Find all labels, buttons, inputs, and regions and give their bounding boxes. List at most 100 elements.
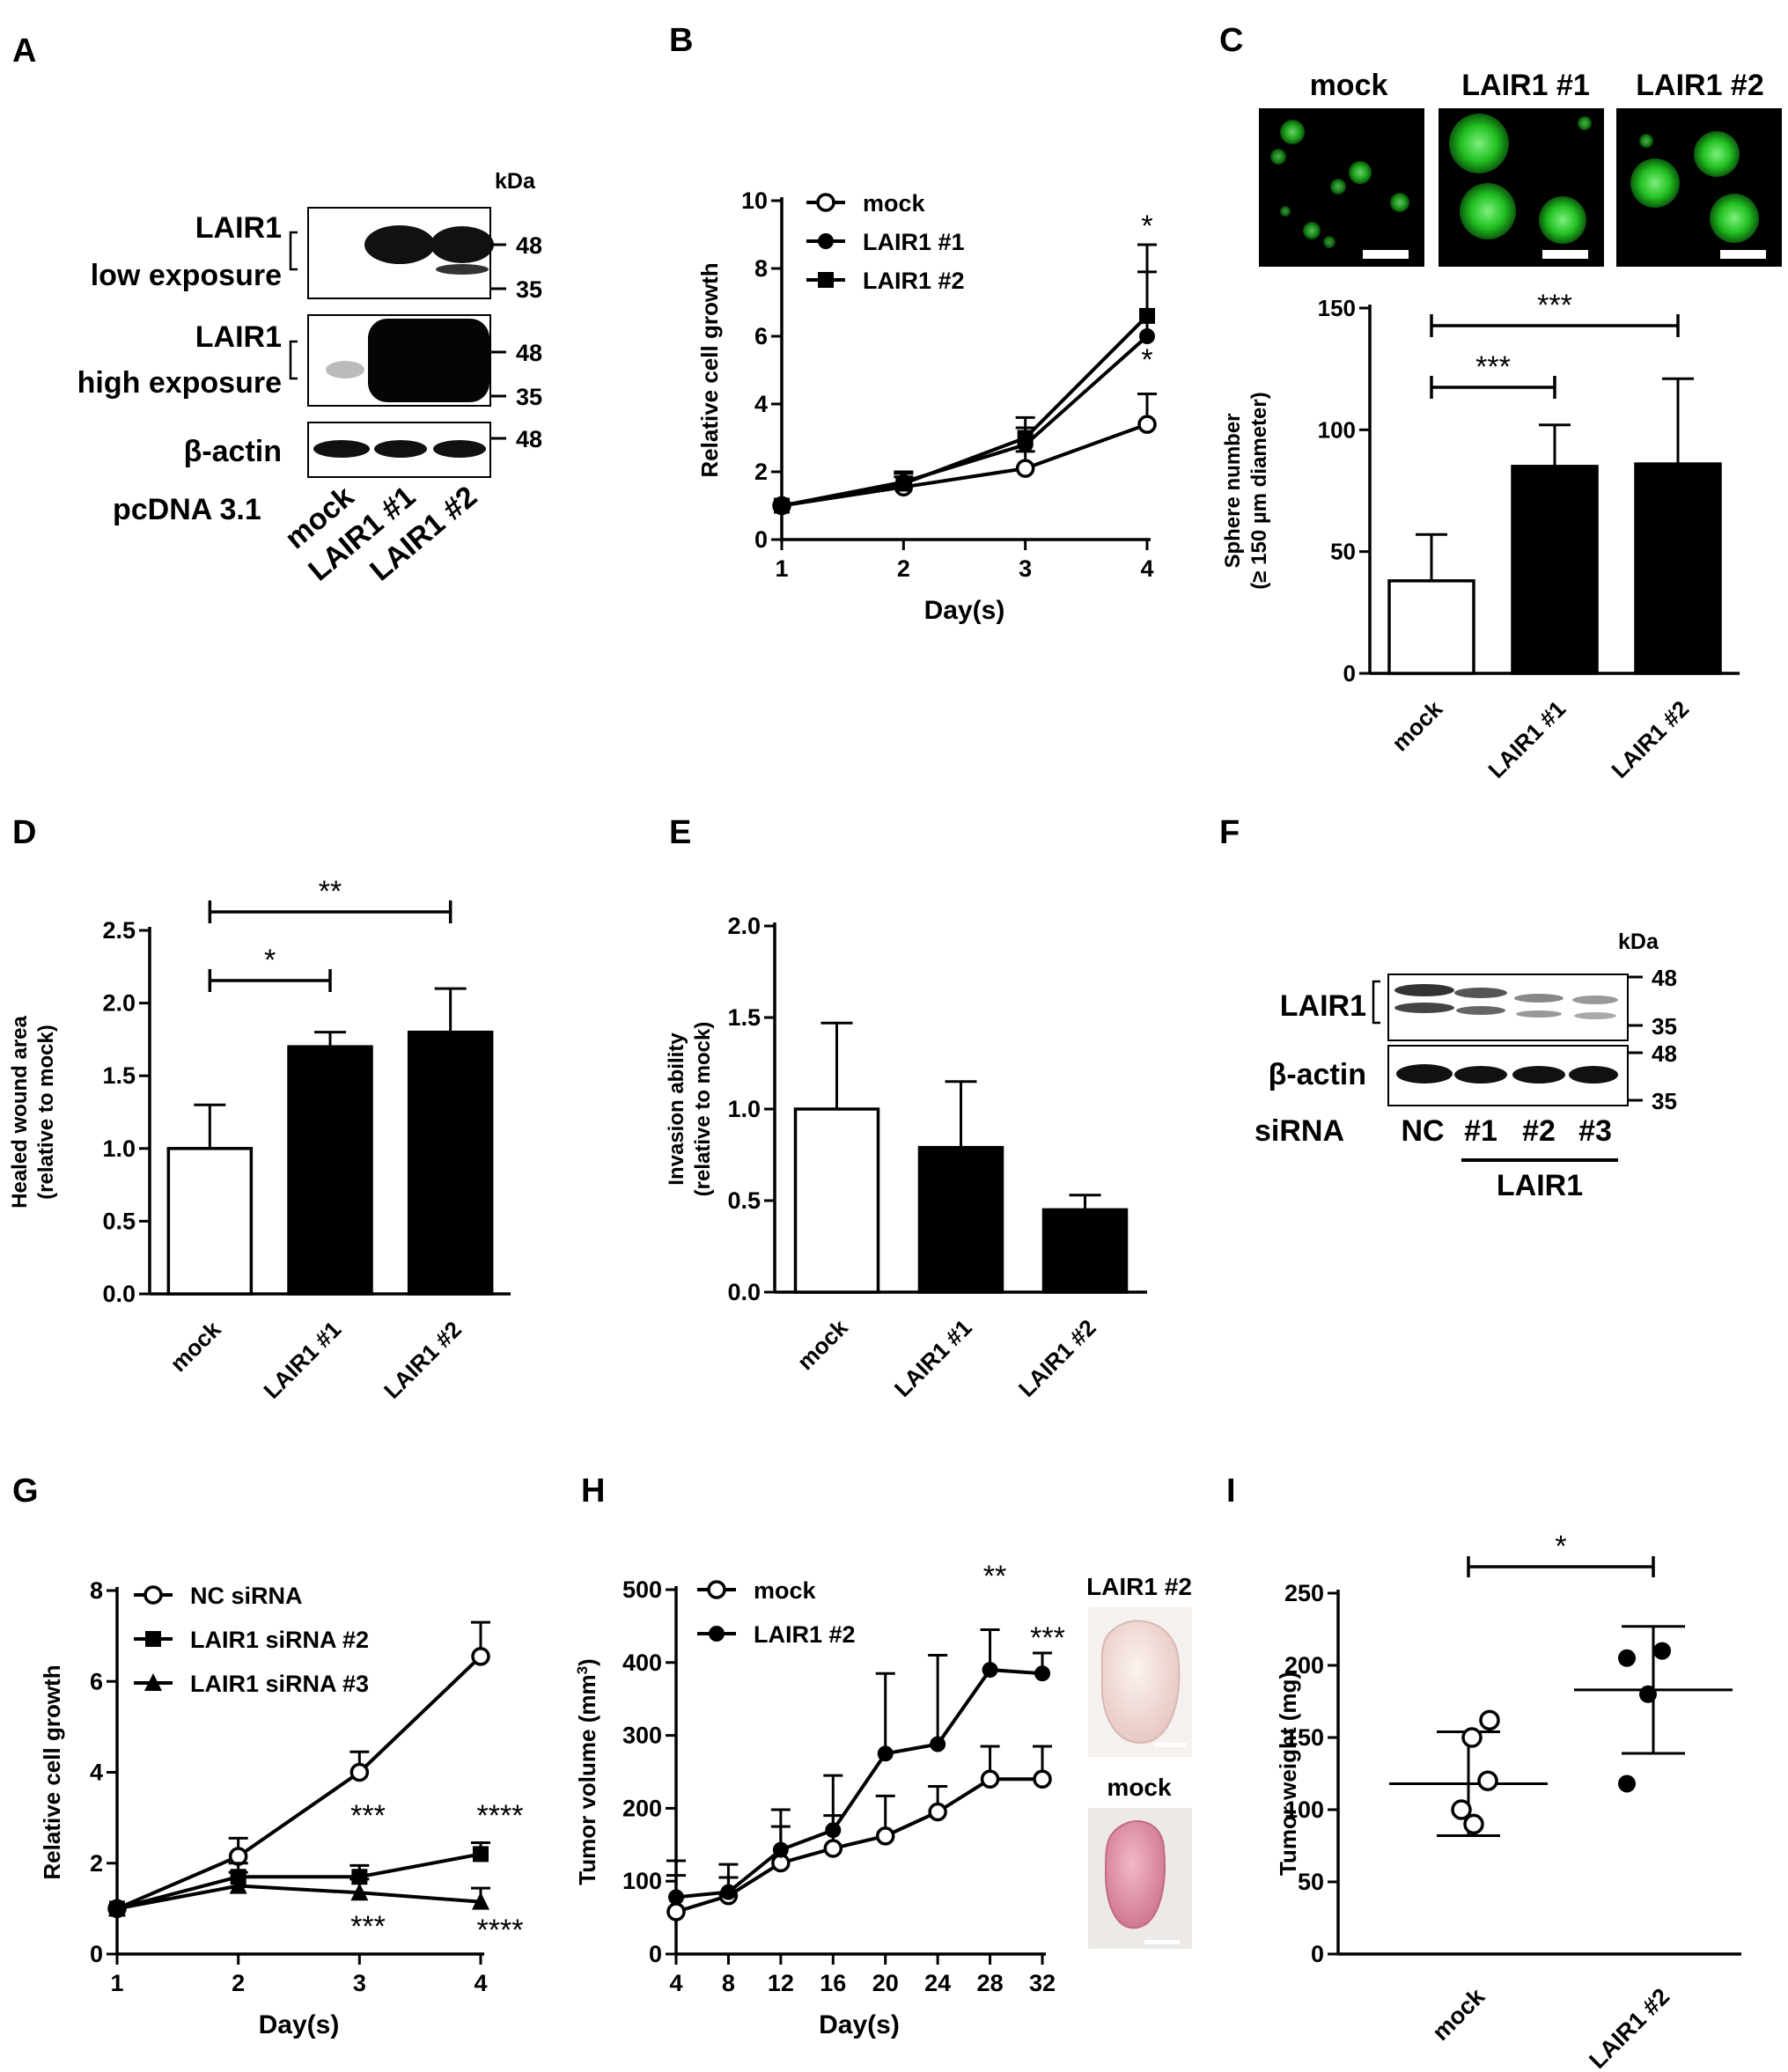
group-label: LAIR1 (1497, 1169, 1583, 1202)
significance-label: * (1141, 343, 1152, 377)
y-tick-label: 200 (1284, 1652, 1324, 1679)
scale-bar (1720, 250, 1766, 259)
bar (1387, 579, 1475, 675)
data-point (772, 1841, 789, 1858)
series-line (675, 1668, 1043, 1899)
blot-band (374, 440, 427, 458)
data-point (1461, 1727, 1483, 1748)
y-tick-label: 0.5 (102, 1208, 136, 1234)
data-point (1653, 1642, 1671, 1660)
data-point (471, 1647, 490, 1666)
bar (1511, 465, 1599, 675)
marker-label: 35 (1652, 1013, 1677, 1040)
y-tick-label: 100 (1284, 1796, 1324, 1823)
x-tick-label: 1 (110, 1970, 123, 1996)
y-axis-label: Tumor volume (mm3) (574, 1658, 601, 1885)
y-tick-label: 0 (1343, 660, 1356, 687)
kda-label: kDa (495, 169, 536, 194)
significance-label: * (1141, 209, 1152, 243)
y-tick-label: 2.0 (102, 990, 136, 1017)
significance-label: *** (1030, 1621, 1065, 1655)
legend-label: LAIR1 #2 (863, 268, 965, 294)
y-tick-label: 1.0 (727, 1096, 761, 1122)
y-tick-label: 0.5 (727, 1187, 761, 1214)
blot-band (430, 226, 494, 263)
data-point (1137, 415, 1157, 434)
data-point (1618, 1774, 1636, 1793)
x-tick-label: LAIR1 #2 (1013, 1314, 1101, 1402)
x-tick-label: LAIR1 #2 (379, 1316, 467, 1404)
panel-letter-a: A (12, 33, 36, 70)
y-tick-label: 150 (1318, 295, 1356, 321)
bracket (289, 231, 298, 271)
blot-band (368, 319, 489, 402)
data-point (666, 1902, 686, 1921)
y-axis-label: Healed wound area (8, 1015, 32, 1208)
sirna-label: siRNA (1255, 1114, 1344, 1148)
x-tick-label: 24 (924, 1970, 951, 1996)
blot-label: high exposure (77, 366, 282, 400)
kda-label: kDa (1618, 929, 1659, 954)
x-tick-label: mock (1387, 695, 1448, 757)
significance-label: * (1555, 1530, 1566, 1563)
y-axis-label: Tumor weight (mg) (1275, 1672, 1301, 1876)
series-line (781, 314, 1149, 508)
blot-band (433, 440, 486, 458)
marker-label: 48 (516, 340, 542, 366)
significance-label: *** (1537, 289, 1572, 322)
y-axis-label-sup: 3 (574, 1666, 591, 1674)
lane-label: #3 (1578, 1114, 1612, 1148)
marker-label: 35 (1652, 1088, 1677, 1114)
x-tick-label: LAIR1 #1 (258, 1316, 346, 1404)
x-tick-label: mock (1427, 1982, 1490, 2046)
significance-label: *** (350, 1799, 386, 1833)
data-point (980, 1769, 1000, 1789)
data-point (1479, 1709, 1500, 1731)
x-axis-label: Day(s) (259, 2010, 340, 2039)
x-tick-label: 20 (872, 1970, 899, 1996)
data-point (473, 1846, 489, 1863)
significance-label: ** (983, 1560, 1006, 1593)
x-tick-label: 4 (474, 1970, 487, 1996)
x-tick-label: 8 (722, 1970, 735, 1996)
scale-bar (1542, 250, 1588, 259)
significance-label: **** (477, 1914, 524, 1947)
data-point (818, 272, 834, 288)
legend-label: LAIR1 #2 (754, 1621, 856, 1648)
bar (1041, 1208, 1129, 1294)
y-tick-label: 100 (1318, 416, 1356, 443)
blot-band (326, 361, 364, 378)
data-point (1139, 307, 1155, 324)
blot-band (313, 440, 370, 458)
x-tick-label: 2 (232, 1970, 245, 1996)
y-tick-label: 0 (754, 526, 768, 553)
data-point (1033, 1769, 1052, 1789)
data-point (709, 1626, 725, 1642)
blot-a: kDa LAIR1 low exposure LAIR1 high exposu… (77, 169, 542, 588)
legend-label: LAIR1 siRNA #2 (190, 1627, 369, 1653)
bar (166, 1147, 254, 1296)
data-point (825, 1822, 842, 1839)
legend-label: NC siRNA (190, 1583, 303, 1609)
data-point (1017, 430, 1034, 446)
y-tick-label: 8 (90, 1577, 103, 1604)
panel-letter-h: H (581, 1473, 605, 1510)
x-tick-label: 4 (669, 1970, 682, 1996)
data-point (229, 1876, 247, 1894)
x-tick-label: mock (792, 1314, 854, 1376)
y-tick-label: 50 (1330, 539, 1356, 565)
significance-label: ** (319, 875, 342, 908)
bar (407, 1030, 494, 1296)
data-point (818, 233, 834, 249)
legend-label: LAIR1 siRNA #3 (190, 1671, 369, 1697)
data-point (108, 1899, 126, 1917)
data-point (1139, 328, 1155, 344)
chart-g: 0 2 4 6 8 1 2 3 4 NC siRNA LAIR1 siRNA #2 LAIR1 siR… (39, 1577, 523, 2039)
data-point (875, 1826, 895, 1846)
blot-label: low exposure (91, 259, 282, 292)
x-axis-label: Day(s) (924, 596, 1005, 625)
data-point (1639, 1685, 1657, 1703)
photo-label: mock (1107, 1774, 1172, 1801)
panel-letter-f: F (1219, 814, 1240, 851)
